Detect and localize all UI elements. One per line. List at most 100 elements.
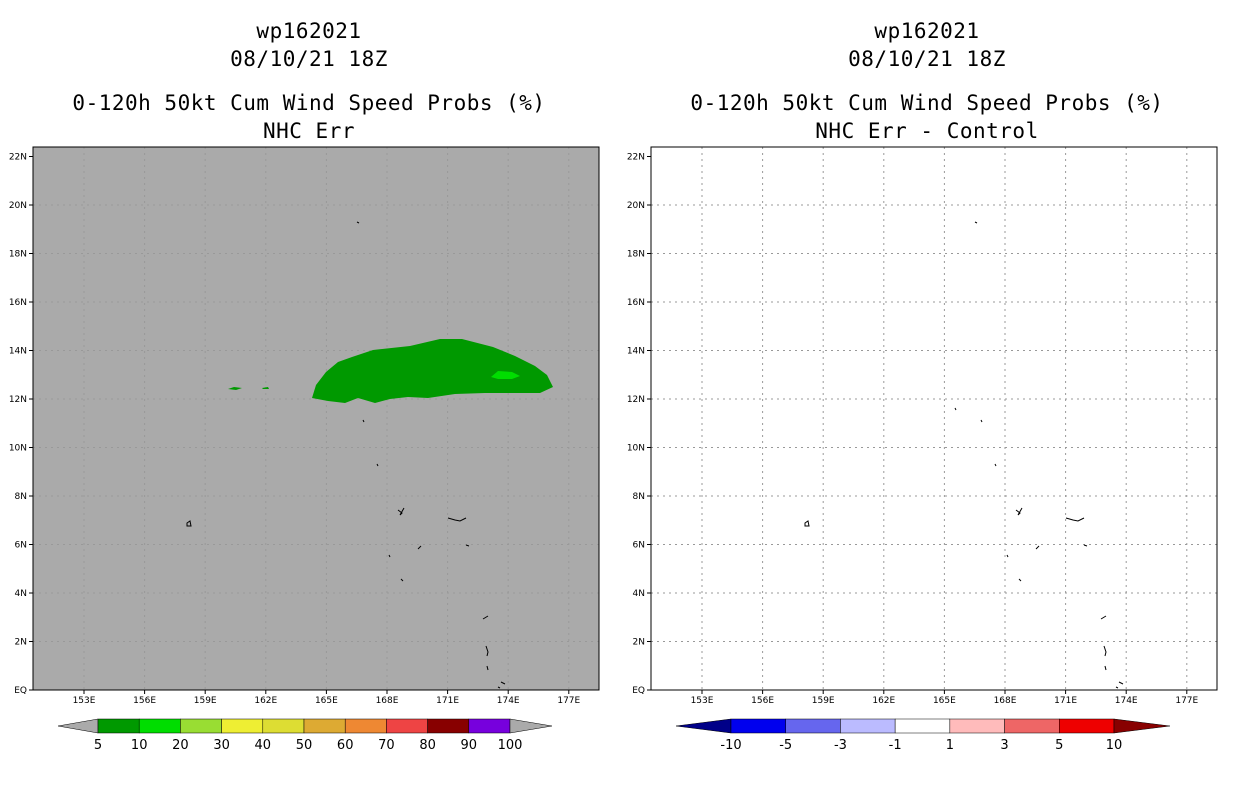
map-background <box>651 147 1217 690</box>
island <box>1118 681 1124 685</box>
colorbar-box <box>427 718 470 734</box>
island <box>356 221 360 224</box>
colorbar-under-triangle <box>57 718 99 734</box>
y-tick-label: 14N <box>9 347 27 357</box>
storm-id: wp162021 <box>874 19 980 43</box>
y-tick-label: 10N <box>627 444 645 454</box>
coastlines <box>186 221 506 689</box>
right-map: 22N 20N 18N 16N 14N 12N 10N 8N 6N 4N 2N EQ 153E 156E… <box>627 146 1218 753</box>
x-tick-label: 174E <box>497 696 520 706</box>
x-tick-label: 168E <box>376 696 399 706</box>
colorbar-label: 80 <box>419 738 436 753</box>
y-tick-label: 6N <box>15 541 27 551</box>
colorbar-label: 20 <box>172 738 189 753</box>
island <box>447 517 467 522</box>
y-tick-label: 2N <box>15 638 27 648</box>
x-tick-label: 153E <box>73 696 96 706</box>
island <box>994 463 997 467</box>
prob-area-small-1 <box>228 387 242 390</box>
colorbar-box <box>894 718 951 734</box>
map-frame <box>32 146 600 691</box>
map-grid <box>33 147 599 690</box>
island <box>397 507 405 516</box>
coastlines <box>804 221 1124 689</box>
panel-subtitle: NHC Err <box>262 119 355 143</box>
colorbar-label: -5 <box>779 738 792 753</box>
island <box>954 407 957 411</box>
x-tick-label: 162E <box>872 696 895 706</box>
y-tick-label: 12N <box>9 395 27 405</box>
colorbar-label: 30 <box>213 738 230 753</box>
colorbar-under-triangle <box>675 718 732 734</box>
colorbar-box <box>1059 718 1115 734</box>
x-tick-label: 177E <box>1175 696 1198 706</box>
right-panel: wp162021 08/10/21 18Z 0-120h 50kt Cum Wi… <box>618 0 1236 800</box>
y-tick-label: 10N <box>9 444 27 454</box>
colorbar-box <box>730 718 786 734</box>
x-axis: 153E 156E 159E 162E 165E 168E 171E 174E 177E <box>691 690 1199 706</box>
island <box>1035 545 1040 550</box>
island <box>465 544 470 547</box>
y-tick-label: 14N <box>627 347 645 357</box>
colorbar-label: 50 <box>296 738 313 753</box>
island <box>804 520 810 527</box>
y-tick-label: 6N <box>633 541 645 551</box>
product-title: 0-120h 50kt Cum Wind Speed Probs (%) <box>690 91 1164 115</box>
x-tick-label: 165E <box>315 696 338 706</box>
island <box>486 665 489 671</box>
x-tick-label: 165E <box>933 696 956 706</box>
island <box>500 681 506 685</box>
colorbar-label: 5 <box>1055 738 1063 753</box>
colorbar-label: 60 <box>337 738 354 753</box>
datetime: 08/10/21 18Z <box>848 47 1006 71</box>
panel-subtitle: NHC Err - Control <box>815 119 1039 143</box>
x-axis: 153E 156E 159E 162E 165E 168E 171E 174E 177E <box>73 690 581 706</box>
colorbar-box <box>1004 718 1060 734</box>
island <box>1103 645 1107 657</box>
island <box>1100 615 1107 620</box>
map-background <box>33 147 599 690</box>
island <box>1018 578 1022 582</box>
colorbar-box <box>840 718 896 734</box>
y-tick-label: 4N <box>633 589 645 599</box>
prob-area-small-2 <box>262 387 269 389</box>
island <box>1083 544 1088 547</box>
island <box>388 554 391 558</box>
left-panel: wp162021 08/10/21 18Z 0-120h 50kt Cum Wi… <box>9 19 600 753</box>
product-title: 0-120h 50kt Cum Wind Speed Probs (%) <box>72 91 546 115</box>
colorbar-label: 40 <box>255 738 272 753</box>
island <box>1104 665 1107 671</box>
island <box>1115 686 1119 689</box>
island <box>186 520 192 527</box>
x-tick-label: 171E <box>436 696 459 706</box>
datetime: 08/10/21 18Z <box>230 47 388 71</box>
map-grid <box>651 147 1217 690</box>
x-tick-label: 159E <box>812 696 835 706</box>
colorbar-over-triangle <box>1113 718 1171 734</box>
island <box>1006 554 1009 558</box>
colorbar-label: -10 <box>720 738 741 753</box>
prob-area-20pct <box>491 371 520 379</box>
colorbar-box <box>138 718 181 734</box>
x-tick-label: 153E <box>691 696 714 706</box>
island <box>497 686 501 689</box>
y-tick-label: 16N <box>9 298 27 308</box>
y-tick-label: EQ <box>14 686 27 696</box>
y-tick-label: 20N <box>9 201 27 211</box>
prob-area-10pct <box>312 339 553 403</box>
colorbar-label: 70 <box>378 738 395 753</box>
colorbar-label: -1 <box>889 738 902 753</box>
x-tick-label: 159E <box>194 696 217 706</box>
colorbar-box <box>386 718 428 734</box>
colorbar-over-triangle <box>509 718 553 734</box>
colorbar-label: 100 <box>498 738 523 753</box>
island <box>1015 507 1023 516</box>
colorbar-box <box>344 718 387 734</box>
y-tick-label: 8N <box>15 492 27 502</box>
colorbar-box <box>180 718 222 734</box>
colorbar-box <box>468 718 511 734</box>
map-frame <box>650 146 1218 691</box>
colorbar-label: -3 <box>834 738 847 753</box>
colorbar-box <box>785 718 841 734</box>
y-tick-label: EQ <box>632 686 645 696</box>
